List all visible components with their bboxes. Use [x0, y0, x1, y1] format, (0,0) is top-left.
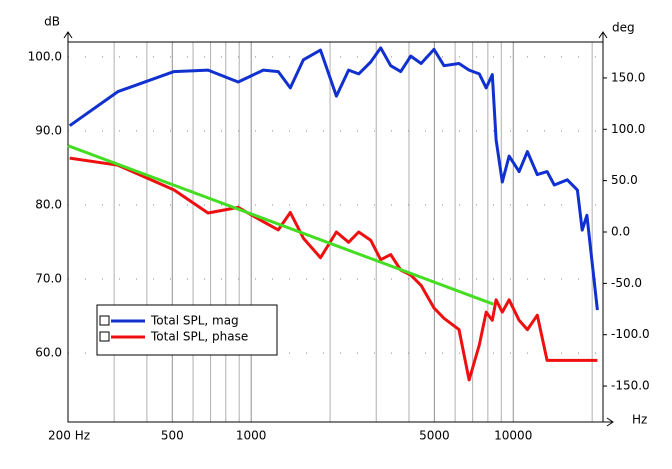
- x-tick-label: 200 Hz: [48, 429, 90, 443]
- series-line: [68, 46, 599, 311]
- y2-tick-label: -50.0: [611, 276, 642, 290]
- legend-label: Total SPL, phase: [150, 330, 248, 344]
- y2-tick-label: -150.0: [611, 379, 650, 393]
- y2-axis-label: deg: [612, 21, 635, 35]
- y2-tick-label: 50.0: [611, 173, 638, 187]
- y-tick-label: 90.0: [35, 123, 62, 137]
- x-tick-label: 5000: [419, 429, 450, 443]
- y-tick-label: 60.0: [35, 346, 62, 360]
- y-tick-label: 70.0: [35, 272, 62, 286]
- y-axis-label: dB: [44, 15, 60, 29]
- legend-checkbox: [99, 331, 110, 342]
- legend-checkbox: [99, 315, 110, 326]
- x-axis-label: Hz: [632, 413, 647, 427]
- series-line: [67, 144, 494, 306]
- y-tick-label: 100.0: [28, 49, 62, 63]
- y2-tick-label: 0.0: [611, 225, 630, 239]
- y-tick-label: 80.0: [35, 197, 62, 211]
- x-tick-label: 1000: [236, 429, 267, 443]
- x-tick-label: 10000: [494, 429, 532, 443]
- y2-tick-label: -100.0: [611, 327, 650, 341]
- y2-tick-label: 100.0: [611, 122, 645, 136]
- legend-label: Total SPL, mag: [150, 314, 239, 328]
- axis-arrows: [63, 31, 614, 427]
- x-tick-label: 500: [161, 429, 184, 443]
- plot-frame: [67, 41, 604, 423]
- y2-tick-label: 150.0: [611, 70, 645, 84]
- legend-box: [96, 304, 278, 356]
